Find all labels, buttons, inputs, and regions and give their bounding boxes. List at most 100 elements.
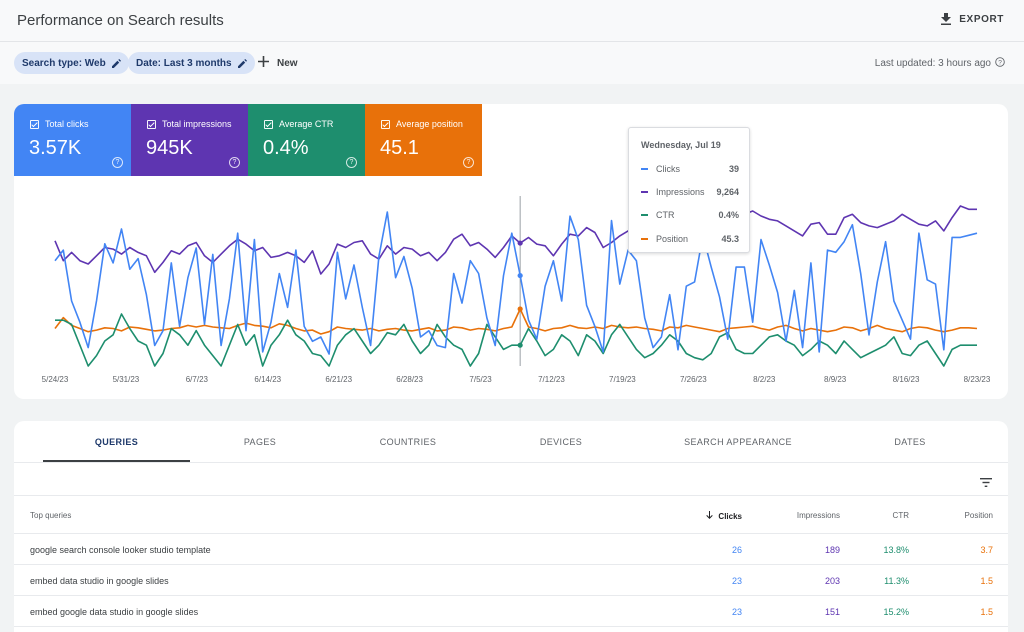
new-filter-button[interactable]: New	[258, 56, 298, 70]
column-header-query: Top queries	[30, 511, 72, 520]
new-label: New	[277, 57, 298, 69]
tooltip-row-position: Position 45.3	[641, 234, 739, 244]
x-tick-label: 6/14/23	[254, 375, 281, 384]
ctr-cell: 11.3%	[884, 576, 909, 586]
x-tick-label: 7/26/23	[680, 375, 707, 384]
page-header: Performance on Search results EXPORT	[0, 0, 1024, 42]
help-icon[interactable]: ?	[463, 157, 474, 168]
tooltip-row-impressions: Impressions 9,264	[641, 187, 739, 197]
table-row[interactable]: embed google data studio in google slide…	[14, 596, 1008, 627]
position-cell: 3.7	[980, 545, 993, 555]
edit-icon	[237, 58, 247, 68]
chart-tooltip: Wednesday, Jul 19 Clicks 39 Impressions …	[628, 127, 750, 253]
x-tick-label: 7/5/23	[469, 375, 492, 384]
series-line-clicks	[54, 211, 978, 355]
x-tick-label: 8/2/23	[753, 375, 776, 384]
series-line-position	[54, 308, 978, 335]
table-row[interactable]: embed data studio in google slides 23 20…	[14, 565, 1008, 596]
impressions-cell: 151	[824, 607, 840, 617]
position-cell: 1.5	[980, 607, 993, 617]
tooltip-row-clicks: Clicks 39	[641, 164, 739, 174]
chip-label: Date: Last 3 months	[136, 57, 232, 69]
column-header-clicks-label: Clicks	[718, 511, 742, 521]
metric-label: Total impressions	[162, 119, 232, 129]
x-tick-label: 8/23/23	[964, 375, 991, 384]
tooltip-value: 0.4%	[718, 210, 739, 220]
legend-swatch	[641, 168, 648, 170]
filter-icon[interactable]	[980, 474, 992, 492]
legend-swatch	[641, 191, 648, 193]
edit-icon	[111, 58, 121, 68]
download-icon	[941, 13, 952, 25]
query-cell: google search console looker studio temp…	[30, 545, 211, 555]
chip-label: Search type: Web	[22, 57, 106, 69]
tooltip-value: 39	[728, 164, 739, 174]
arrow-down-icon	[706, 511, 714, 521]
tab-dates[interactable]: DATES	[894, 437, 926, 447]
checkbox-icon	[147, 119, 156, 129]
tooltip-value: 9,264	[716, 187, 739, 197]
ctr-cell: 15.2%	[883, 607, 909, 617]
hover-point-clicks	[517, 272, 523, 279]
x-tick-label: 8/9/23	[824, 375, 847, 384]
x-tick-label: 7/12/23	[538, 375, 565, 384]
metric-card-total-impressions[interactable]: Total impressions 945K ?	[131, 104, 248, 176]
column-header-clicks[interactable]: Clicks	[684, 511, 742, 521]
svg-text:?: ?	[998, 59, 1002, 66]
column-header-ctr[interactable]: CTR	[892, 511, 909, 520]
plus-icon	[258, 56, 269, 70]
tab-queries[interactable]: QUERIES	[94, 437, 139, 447]
help-icon[interactable]: ?	[112, 157, 123, 168]
metric-card-total-clicks[interactable]: Total clicks 3.57K ?	[14, 104, 131, 176]
x-tick-label: 5/31/23	[113, 375, 140, 384]
page-title: Performance on Search results	[17, 12, 224, 29]
hover-point-impressions	[517, 240, 523, 246]
tooltip-label: Impressions	[656, 187, 705, 197]
x-tick-label: 6/21/23	[325, 375, 352, 384]
metric-card-average-position[interactable]: Average position 45.1 ?	[365, 104, 482, 176]
checkbox-icon	[30, 119, 39, 129]
metric-label: Total clicks	[45, 119, 89, 129]
x-tick-label: 7/19/23	[609, 375, 636, 384]
tooltip-row-ctr: CTR 0.4%	[641, 210, 739, 220]
last-updated: Last updated: 3 hours ago ?	[875, 57, 1005, 70]
table-toolbar	[14, 463, 1008, 496]
x-tick-label: 5/24/23	[42, 375, 69, 384]
impressions-cell: 189	[824, 545, 840, 555]
hover-point-ctr	[517, 342, 523, 348]
legend-swatch	[641, 238, 648, 240]
query-cell: embed google data studio in google slide…	[30, 607, 199, 617]
help-icon[interactable]: ?	[346, 157, 357, 168]
metric-value: 0.4%	[263, 137, 309, 159]
date-range-chip[interactable]: Date: Last 3 months	[128, 52, 255, 74]
query-cell: embed data studio in google slides	[30, 576, 169, 586]
tab-search-appearance[interactable]: SEARCH APPEARANCE	[684, 437, 792, 447]
table-row[interactable]: google search console looker studio temp…	[14, 534, 1008, 565]
table-card: QUERIES PAGES COUNTRIES DEVICES SEARCH A…	[14, 421, 1008, 632]
export-button[interactable]: EXPORT	[941, 13, 1004, 25]
help-icon[interactable]: ?	[995, 57, 1005, 70]
series-line-ctr	[55, 313, 977, 367]
help-icon[interactable]: ?	[229, 157, 240, 168]
metric-label: Average CTR	[279, 119, 334, 129]
column-header-impressions[interactable]: Impressions	[796, 511, 840, 520]
clicks-cell: 23	[731, 576, 742, 586]
tooltip-value: 45.3	[721, 234, 739, 244]
metric-label: Average position	[396, 119, 463, 129]
tab-devices[interactable]: DEVICES	[539, 437, 583, 447]
export-label: EXPORT	[959, 13, 1004, 25]
metric-value: 945K	[146, 137, 193, 159]
tab-countries[interactable]: COUNTRIES	[379, 437, 437, 447]
tooltip-date: Wednesday, Jul 19	[641, 140, 721, 150]
metric-value: 45.1	[380, 137, 419, 159]
metric-card-average-ctr[interactable]: Average CTR 0.4% ?	[248, 104, 365, 176]
search-type-chip[interactable]: Search type: Web	[14, 52, 129, 74]
checkbox-icon	[264, 119, 273, 129]
column-header-position[interactable]: Position	[964, 511, 993, 520]
tab-pages[interactable]: PAGES	[243, 437, 277, 447]
tooltip-label: Clicks	[656, 164, 680, 174]
checkbox-icon	[381, 119, 390, 129]
metric-value: 3.57K	[29, 137, 82, 159]
impressions-cell: 203	[824, 576, 840, 586]
performance-chart-card: 5/24/23 5/31/23 6/7/23 6/14/23 6/21/23 6/28/2…	[14, 104, 1008, 399]
